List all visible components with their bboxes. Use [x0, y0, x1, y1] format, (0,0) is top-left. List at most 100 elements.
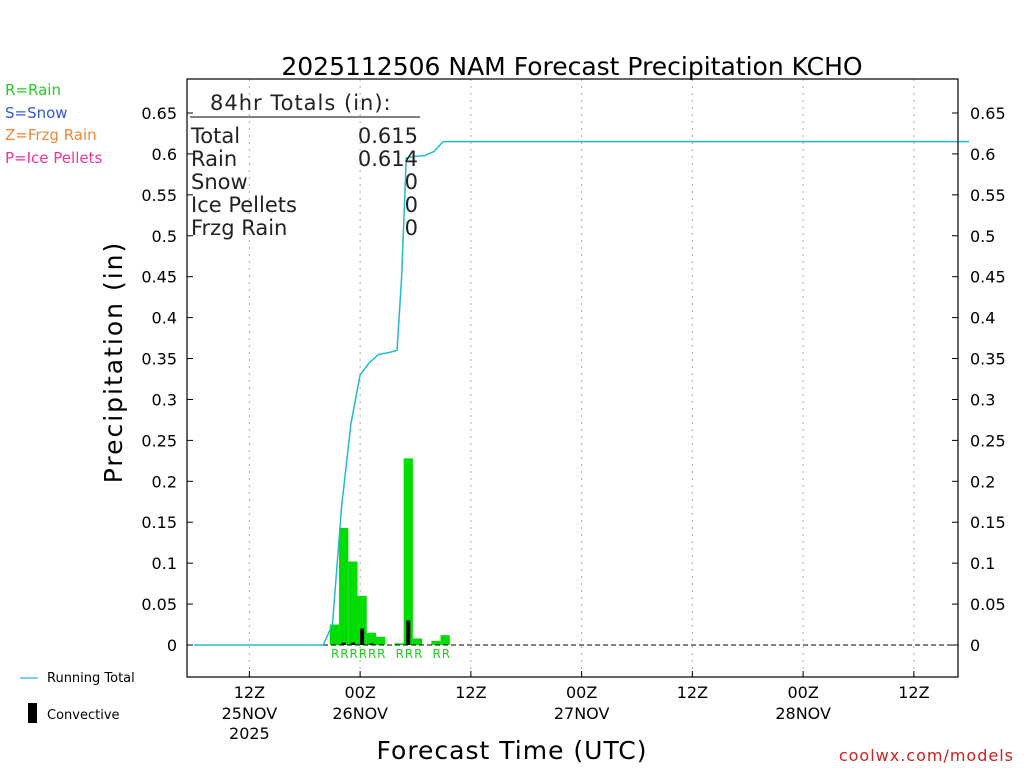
totals-value-ice-pellets: 0: [405, 193, 418, 217]
y-tick-label-right: 0.2: [970, 472, 995, 491]
convective-bar: [369, 643, 374, 645]
y-tick-label-left: 0.05: [141, 595, 177, 614]
y-tick-label-right: 0.55: [970, 186, 1006, 205]
x-tick-label: 00Z: [566, 683, 597, 702]
precip-type-label: R: [359, 647, 367, 661]
x-tick-date: 25NOV: [222, 704, 278, 723]
totals-label-total: Total: [190, 124, 240, 148]
y-tick-label-left: 0.4: [152, 309, 177, 328]
rain-bar: [403, 458, 413, 645]
x-tick-year: 2025: [229, 724, 270, 743]
rain-bar: [357, 595, 367, 645]
y-tick-label-left: 0.45: [141, 268, 177, 287]
x-tick-label: 12Z: [455, 683, 486, 702]
convective-bar: [341, 642, 346, 645]
precip-type-label: R: [377, 647, 385, 661]
y-tick-label-left: 0.55: [141, 186, 177, 205]
x-tick-label: 00Z: [344, 683, 375, 702]
y-tick-label-left: 0.25: [141, 431, 177, 450]
y-tick-label-left: 0.15: [141, 513, 177, 532]
rain-bar: [366, 632, 376, 645]
precip-type-label: R: [442, 647, 450, 661]
totals-value-rain: 0.614: [358, 147, 418, 171]
x-tick-date: 28NOV: [775, 704, 831, 723]
y-tick-label-left: 0.5: [152, 227, 177, 246]
y-tick-label-left: 0.65: [141, 104, 177, 123]
y-tick-label-right: 0.4: [970, 309, 995, 328]
x-tick-label: 00Z: [787, 683, 818, 702]
convective-bars: [341, 620, 411, 645]
precip-type-label: R: [331, 647, 339, 661]
precip-type-label: R: [349, 647, 357, 661]
convective-bar: [406, 620, 411, 645]
rain-bar: [431, 640, 441, 645]
x-tick-label: 12Z: [234, 683, 265, 702]
totals-header: 84hr Totals (in):: [210, 91, 392, 115]
plot-frame: [186, 78, 959, 678]
precip-type-label: R: [368, 647, 376, 661]
precip-type-label: R: [340, 647, 348, 661]
rain-bar: [412, 638, 423, 645]
y-tick-label-left: 0.3: [152, 390, 177, 409]
y-tick-label-right: 0.35: [970, 350, 1006, 369]
grid: [248, 79, 915, 677]
totals-label-snow: Snow: [191, 170, 248, 194]
y-tick-label-right: 0.65: [970, 104, 1006, 123]
credit-text: coolwx.com/models: [839, 746, 1014, 765]
rain-bar: [394, 643, 404, 645]
legend-snow: S=Snow: [5, 103, 68, 122]
rain-bar: [339, 527, 349, 645]
convective-legend-swatch: [28, 703, 37, 723]
legend-ice-pellets: P=Ice Pellets: [5, 148, 103, 167]
totals-value-frzg-rain: 0: [405, 216, 418, 240]
totals-label-rain: Rain: [191, 147, 237, 171]
totals-label-frzg-rain: Frzg Rain: [191, 216, 287, 240]
y-tick-labels-left: 0 0.05 0.1 0.15 0.2 0.25 0.3 0.35 0.4 0.45 0.5 0.55…: [141, 104, 193, 655]
x-axis-title: Forecast Time (UTC): [377, 736, 648, 765]
rain-bars: [329, 458, 450, 645]
precip-type-label: R: [433, 647, 441, 661]
precip-type-label: R: [414, 647, 422, 661]
rain-bar: [348, 561, 358, 645]
x-tick-label: 12Z: [898, 683, 929, 702]
convective-bar: [360, 628, 365, 645]
convective-bar: [350, 642, 355, 645]
legend-rain: R=Rain: [5, 81, 61, 99]
y-tick-label-left: 0.1: [152, 554, 177, 573]
y-tick-label-right: 0.25: [970, 431, 1006, 450]
rain-bar: [375, 636, 386, 645]
totals-box: 84hr Totals (in): Total 0.615 Rain 0.614…: [190, 91, 420, 240]
running-total-line: [194, 140, 970, 646]
chart-title: 2025112506 NAM Forecast Precipitation KC…: [281, 52, 862, 81]
y-tick-label-right: 0.1: [970, 554, 995, 573]
legend-frzg-rain: Z=Frzg Rain: [5, 126, 97, 144]
totals-value-snow: 0: [405, 170, 418, 194]
x-tick-label: 12Z: [677, 683, 708, 702]
x-tick-date: 26NOV: [332, 704, 388, 723]
running-total-legend-label: Running Total: [47, 671, 135, 686]
y-tick-label-left: 0.2: [152, 472, 177, 491]
y-tick-label-left: 0: [167, 636, 177, 655]
totals-value-total: 0.615: [358, 124, 418, 148]
y-axis-title: Precipitation (in): [99, 241, 128, 484]
y-tick-label-right: 0.15: [970, 513, 1006, 532]
y-tick-label-left: 0.35: [141, 350, 177, 369]
precip-type-label: R: [396, 647, 404, 661]
y-tick-labels-right: 0 0.05 0.1 0.15 0.2 0.25 0.3 0.35 0.4 0.45 0.5 0.55…: [952, 104, 1006, 655]
rain-bar: [329, 624, 340, 645]
y-tick-label-right: 0.05: [970, 595, 1006, 614]
y-tick-label-left: 0.6: [152, 145, 177, 164]
precip-type-label: R: [405, 647, 413, 661]
x-tick-date: 27NOV: [554, 704, 610, 723]
convective-legend-label: Convective: [47, 708, 120, 723]
totals-label-ice-pellets: Ice Pellets: [191, 193, 297, 217]
y-tick-label-right: 0.3: [970, 390, 995, 409]
y-tick-label-right: 0.6: [970, 145, 995, 164]
rain-bar: [440, 635, 450, 645]
y-tick-label-right: 0.45: [970, 268, 1006, 287]
y-tick-label-right: 0.5: [970, 227, 995, 246]
precip-type-legend: R=Rain S=Snow Z=Frzg Rain P=Ice Pellets: [5, 79, 102, 169]
